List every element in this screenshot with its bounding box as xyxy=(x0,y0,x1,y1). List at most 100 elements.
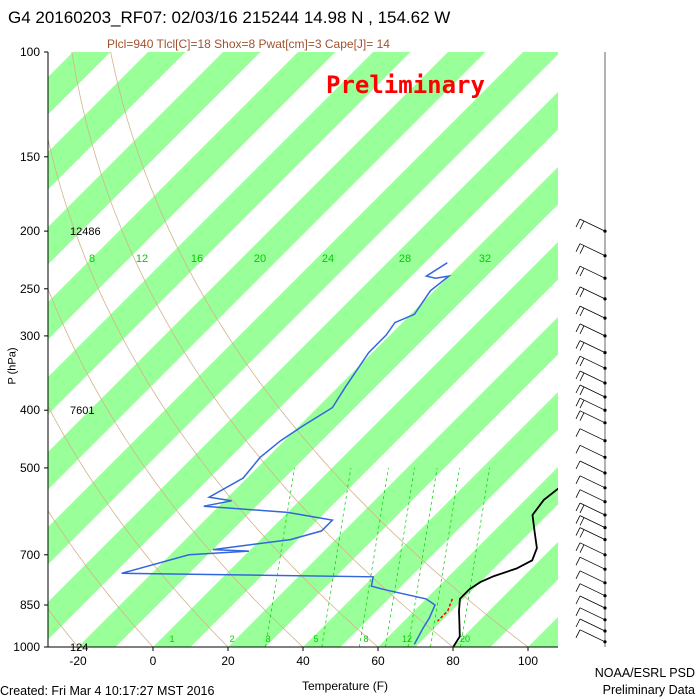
height-labels: 12486 7601 124 xyxy=(70,226,101,654)
wind-barb xyxy=(575,410,607,425)
dry-adiabat xyxy=(48,287,304,647)
x-tick-label: 100 xyxy=(518,654,538,668)
y-tick-label: 150 xyxy=(20,150,40,164)
wind-barb xyxy=(575,556,607,571)
x-tick-label: 20 xyxy=(221,654,235,668)
lower-mixing-label: 20 xyxy=(460,634,470,644)
isotherm-band xyxy=(48,52,336,340)
y-tick-label: 100 xyxy=(20,45,40,59)
wind-barb xyxy=(575,286,607,301)
pressure-axis: 100 150 200 250 300 400 500 700 850 1000 xyxy=(13,45,48,654)
wind-barb xyxy=(575,218,607,233)
y-tick-label: 200 xyxy=(20,224,40,238)
wind-barb xyxy=(575,515,607,530)
wind-barb xyxy=(575,243,607,258)
lower-mixing-label: 1 xyxy=(169,634,174,644)
wind-barb xyxy=(575,428,607,443)
x-tick-label: 40 xyxy=(296,654,310,668)
mixing-ratio-label: 32 xyxy=(479,253,491,265)
lower-mixing-label: 8 xyxy=(363,634,368,644)
isotherm-band xyxy=(48,52,186,190)
credit-line-1: NOAA/ESRL PSD xyxy=(594,666,695,680)
isotherm-band xyxy=(48,52,486,490)
wind-barb xyxy=(575,595,607,610)
y-tick-label: 700 xyxy=(20,548,40,562)
dry-adiabat-lines xyxy=(0,52,529,647)
isotherm-band xyxy=(528,617,558,647)
isotherm-band xyxy=(48,52,558,565)
x-tick-label: 0 xyxy=(150,654,157,668)
wind-barb xyxy=(575,265,607,280)
isotherm-band xyxy=(603,52,700,647)
y-tick-label: 1000 xyxy=(13,640,40,654)
wind-barb xyxy=(575,323,607,338)
y-tick-label: 400 xyxy=(20,403,40,417)
mixing-ratio-labels: 8 12 16 20 24 28 321 2 3 5 8 12 20 xyxy=(89,253,491,644)
mixing-ratio-label: 20 xyxy=(254,253,266,265)
wind-barb xyxy=(575,397,607,412)
y-tick-label: 250 xyxy=(20,282,40,296)
mixing-ratio-label: 8 xyxy=(89,253,95,265)
sounding-series xyxy=(121,262,558,647)
mixing-ratio-line xyxy=(430,467,460,647)
wind-barb xyxy=(575,384,607,399)
wind-barb xyxy=(575,355,607,370)
isotherm-band xyxy=(48,92,558,640)
y-tick-label: 300 xyxy=(20,329,40,343)
x-tick-label: 80 xyxy=(446,654,460,668)
wind-barb xyxy=(575,489,607,504)
wind-barb xyxy=(575,502,607,517)
mixing-ratio-lines xyxy=(265,467,490,647)
isotherm-band xyxy=(303,392,558,647)
wind-barb xyxy=(575,542,607,557)
mixing-ratio-line xyxy=(407,467,438,647)
lower-mixing-label: 3 xyxy=(265,634,270,644)
mixing-ratio-line xyxy=(265,467,295,647)
wind-barb xyxy=(575,305,607,320)
mixing-ratio-line xyxy=(321,467,352,647)
wind-barb xyxy=(575,570,607,585)
isotherm-band xyxy=(153,241,558,647)
isotherm-band xyxy=(48,52,111,115)
isotherm-band xyxy=(48,52,411,415)
x-tick-label: -20 xyxy=(69,654,87,668)
isotherm-band xyxy=(453,542,558,647)
isotherm-bands xyxy=(48,52,700,647)
x-tick-label: 60 xyxy=(371,654,385,668)
wind-barb xyxy=(575,340,607,355)
sounding-indices: Plcl=940 Tlcl[C]=18 Shox=8 Pwat[cm]=3 Ca… xyxy=(107,37,390,51)
temperature-line xyxy=(452,487,558,647)
wind-barb xyxy=(575,475,607,490)
temperature-axis: -20 0 20 40 60 80 100 xyxy=(69,647,538,668)
preliminary-watermark: Preliminary xyxy=(326,71,485,99)
mixing-ratio-line xyxy=(460,467,490,647)
wind-barb xyxy=(575,618,607,633)
wind-barb xyxy=(575,629,607,644)
isotherm-band xyxy=(48,52,261,265)
lower-mixing-label: 2 xyxy=(229,634,234,644)
mixing-ratio-label: 24 xyxy=(322,253,334,265)
wind-barb xyxy=(575,527,607,542)
mixing-ratio-line xyxy=(385,467,415,647)
dry-adiabat xyxy=(48,510,154,647)
wind-barb xyxy=(575,607,607,622)
mixing-ratio-label: 16 xyxy=(191,253,203,265)
y-tick-label: 500 xyxy=(20,461,40,475)
wind-barb xyxy=(575,444,607,459)
dry-adiabat xyxy=(48,137,379,647)
lower-mixing-label: 5 xyxy=(313,634,318,644)
isotherm-band xyxy=(228,317,558,647)
wind-barb xyxy=(575,460,607,475)
mixing-ratio-line xyxy=(358,467,389,647)
dry-adiabat xyxy=(0,52,3,647)
credit-line-2: Preliminary Data xyxy=(602,683,695,697)
y-tick-label: 850 xyxy=(20,598,40,612)
height-label: 12486 xyxy=(70,226,101,238)
wind-barb xyxy=(575,583,607,598)
mixing-ratio-label: 12 xyxy=(136,253,148,265)
mixing-ratio-label: 28 xyxy=(399,253,411,265)
dry-adiabat xyxy=(71,52,454,647)
parcel-line xyxy=(436,598,454,622)
height-label: 7601 xyxy=(70,405,94,417)
